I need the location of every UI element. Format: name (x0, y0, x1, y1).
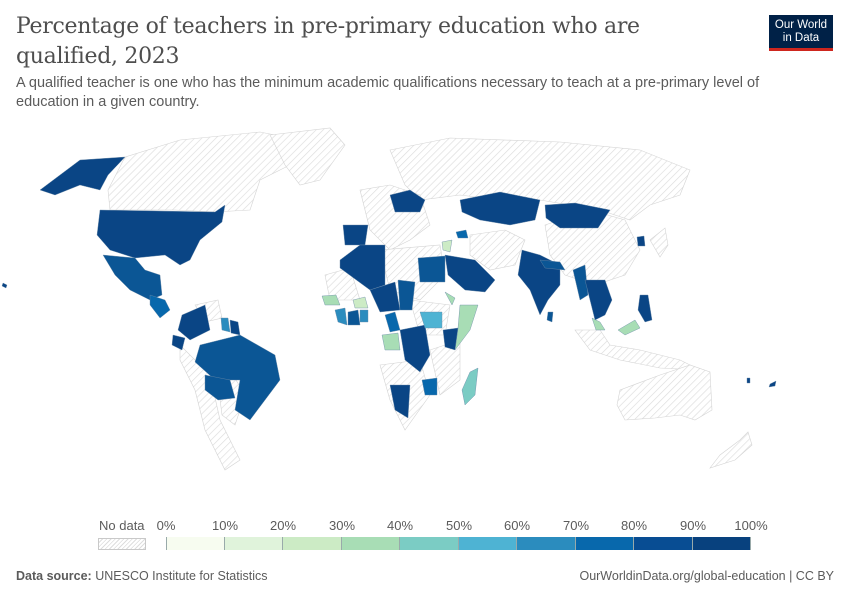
logo-line2: in Data (782, 31, 820, 44)
legend-tick: 60% (503, 518, 531, 533)
data-source-value[interactable]: UNESCO Institute for Statistics (95, 569, 268, 583)
no-data-regions (107, 127, 753, 471)
legend-bin-20-30[interactable] (283, 537, 342, 550)
chart-title: Percentage of teachers in pre-primary ed… (16, 14, 640, 69)
legend-bin-60-70[interactable] (517, 537, 576, 550)
data-source-label: Data source: (16, 569, 92, 583)
legend-color-bins (166, 537, 751, 550)
legend-tick: 10% (211, 518, 239, 533)
legend-tick: 80% (620, 518, 648, 533)
legend-ticks: 0% 10% 20% 30% 40% 50% 60% 70% 80% 90% 1… (0, 518, 850, 534)
legend-tick: 100% (734, 518, 768, 533)
legend-tick: 20% (269, 518, 297, 533)
footer-url[interactable]: OurWorldinData.org/global-education | CC… (579, 569, 834, 583)
no-data-swatch[interactable] (98, 538, 146, 550)
logo-line1: Our World (774, 18, 828, 31)
legend-bin-10-20[interactable] (224, 537, 283, 550)
owid-logo[interactable]: Our World in Data (769, 15, 833, 51)
legend-bin-80-90[interactable] (634, 537, 693, 550)
legend-tick: 0% (156, 518, 176, 533)
legend-tick: 40% (386, 518, 414, 533)
chart-subtitle: A qualified teacher is one who has the m… (16, 75, 760, 110)
legend: No data 0% 10% 20% 30% 40% 50% 60% 70% 8… (0, 515, 850, 555)
legend-bin-30-40[interactable] (341, 537, 400, 550)
no-data-label: No data (99, 518, 145, 533)
legend-bin-70-80[interactable] (575, 537, 634, 550)
data-regions (1, 156, 777, 421)
legend-tick: 90% (679, 518, 707, 533)
world-map[interactable] (0, 125, 850, 505)
legend-tick: 30% (328, 518, 356, 533)
legend-tick: 70% (562, 518, 590, 533)
legend-tick: 50% (445, 518, 473, 533)
data-source: Data source: UNESCO Institute for Statis… (16, 569, 268, 583)
legend-bin-40-50[interactable] (400, 537, 459, 550)
legend-bin-90-100[interactable] (692, 537, 751, 550)
legend-bin-50-60[interactable] (458, 537, 517, 550)
legend-bin-0-10[interactable] (166, 537, 225, 550)
